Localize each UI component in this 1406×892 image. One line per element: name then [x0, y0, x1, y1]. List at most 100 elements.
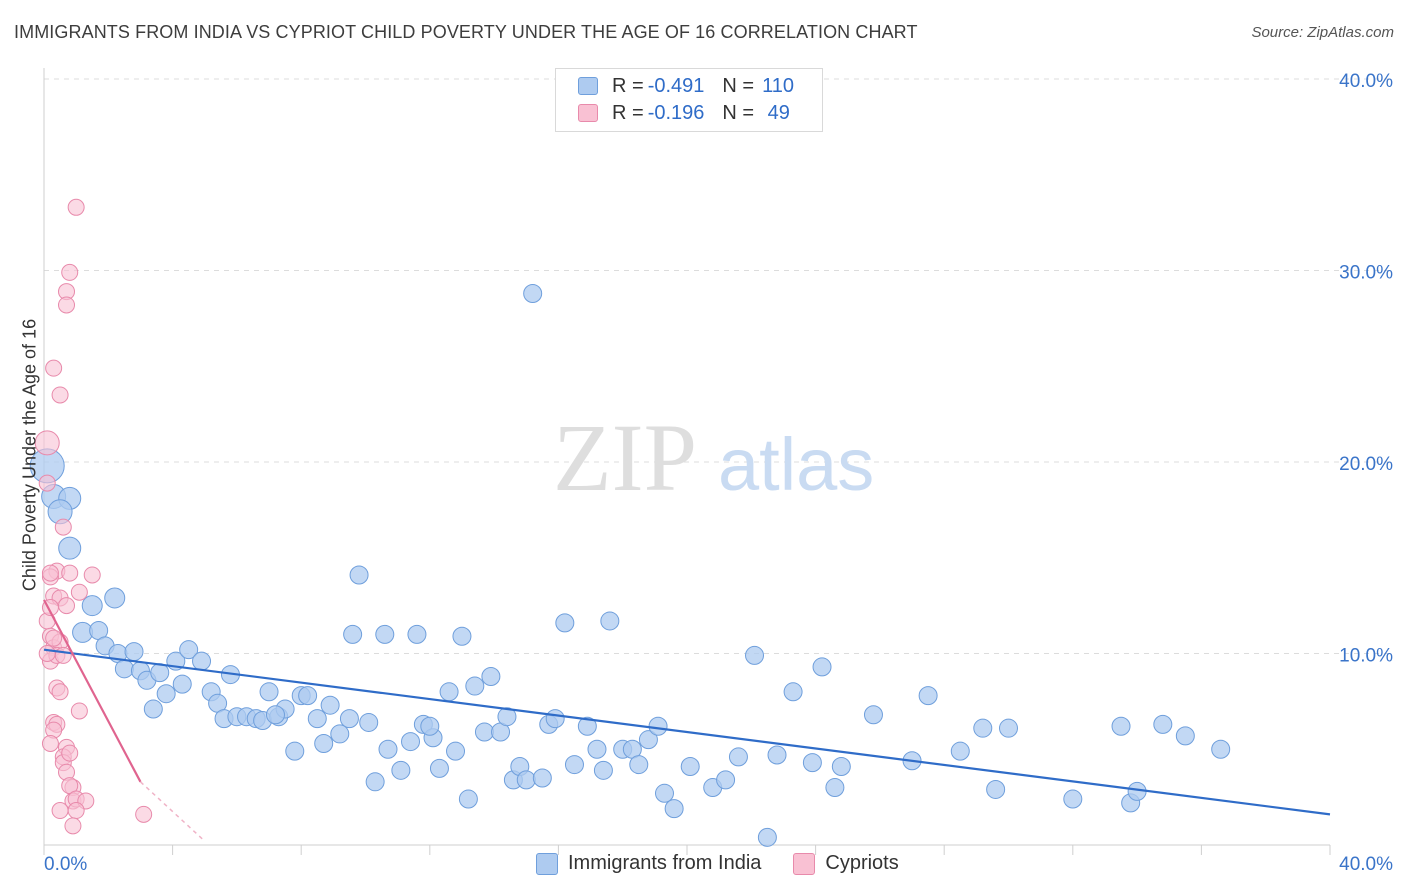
india-point: [349, 565, 369, 585]
legend-label-cyprus: Cypriots: [825, 852, 899, 874]
cyprus-point: [34, 430, 60, 456]
cyprus-point: [135, 805, 153, 823]
india-point: [767, 745, 787, 765]
india-point: [680, 756, 700, 776]
india-point: [391, 760, 411, 780]
cyprus-point: [61, 263, 79, 281]
india-point: [593, 760, 613, 780]
cyprus-point: [45, 359, 63, 377]
india-point: [465, 676, 485, 696]
india-point: [516, 770, 536, 790]
india-point: [825, 778, 845, 798]
cyprus-point: [58, 296, 76, 314]
cyprus-point: [51, 386, 69, 404]
cyprus-trend-line: [43, 599, 142, 783]
india-point: [863, 705, 883, 725]
india-point: [629, 755, 649, 775]
india-point: [812, 657, 832, 677]
india-point: [831, 756, 851, 776]
cyprus-point: [67, 198, 85, 216]
watermark: ZIP atlas: [553, 404, 874, 511]
legend-n-label: N =: [722, 74, 755, 97]
india-point: [330, 724, 350, 744]
india-point: [307, 709, 327, 729]
cyprus-point: [54, 646, 72, 664]
india-point: [728, 747, 748, 767]
india-point: [452, 626, 472, 646]
legend-r-value: -0.196: [647, 101, 705, 124]
india-point: [950, 741, 970, 761]
india-point: [1153, 714, 1173, 734]
india-point: [564, 755, 584, 775]
tick-labels: 10.0% 20.0% 30.0% 40.0% 0.0% 40.0%: [44, 71, 1393, 875]
cyprus-point: [64, 817, 82, 835]
india-point: [298, 686, 318, 706]
india-point: [986, 779, 1006, 799]
india-point: [359, 712, 379, 732]
india-point: [638, 730, 658, 750]
india-point: [1111, 716, 1131, 736]
legend-label-india: Immigrants from India: [568, 852, 762, 874]
legend-row-cyprus: R = -0.196 N = 49: [578, 101, 790, 125]
india-point: [716, 770, 736, 790]
x-tick-label-min: 0.0%: [44, 854, 87, 875]
legend-r-value: -0.491: [647, 74, 705, 97]
india-point: [1211, 739, 1231, 759]
cyprus-point: [45, 629, 63, 647]
cyprus-point: [58, 597, 76, 615]
india-point: [600, 611, 620, 631]
india-point: [532, 768, 552, 788]
india-point: [1063, 789, 1083, 809]
cyprus-point: [70, 702, 88, 720]
legend-r-label: R =: [612, 74, 644, 97]
india-point: [58, 536, 82, 560]
x-tick-label-max: 40.0%: [1339, 854, 1393, 875]
legend-item-india: Immigrants from India: [536, 852, 761, 875]
trend-lines: [43, 599, 1331, 842]
india-point: [265, 705, 285, 725]
india-point: [648, 716, 668, 736]
source-label: Source: ZipAtlas.com: [1251, 24, 1394, 41]
watermark-atlas: atlas: [718, 423, 874, 506]
legend-row-india: R = -0.491 N = 110: [578, 74, 794, 98]
cyprus-points: [34, 198, 153, 835]
y-tick-label: 20.0%: [1339, 454, 1393, 475]
cyprus-point: [83, 566, 101, 584]
india-point: [143, 699, 163, 719]
india-point: [104, 587, 126, 609]
india-point: [172, 674, 192, 694]
cyprus-point: [41, 564, 59, 582]
cyprus-point: [61, 744, 79, 762]
india-point: [481, 666, 501, 686]
legend-r-label: R =: [612, 101, 644, 124]
india-point: [545, 709, 565, 729]
gridlines: [44, 78, 1390, 654]
watermark-zip: ZIP: [553, 404, 697, 511]
india-point: [745, 645, 765, 665]
india-point: [114, 659, 134, 679]
india-point: [555, 613, 575, 633]
legend-n-value: 110: [762, 74, 794, 97]
india-point: [343, 624, 363, 644]
india-point: [446, 741, 466, 761]
india-point: [320, 695, 340, 715]
india-point: [918, 686, 938, 706]
india-point: [783, 682, 803, 702]
india-point: [314, 734, 334, 754]
cyprus-point: [38, 645, 56, 662]
india-point: [81, 595, 103, 617]
india-point: [664, 799, 684, 819]
india-point: [1175, 726, 1195, 746]
india-points: [29, 283, 1231, 847]
correlation-legend: R = -0.491 N = 110 R = -0.196 N = 49: [555, 68, 823, 132]
legend-swatch-india: [578, 77, 598, 95]
cyprus-point: [67, 802, 85, 820]
india-point: [378, 739, 398, 759]
india-point: [179, 640, 199, 660]
y-tick-label: 30.0%: [1339, 263, 1393, 284]
india-point: [365, 772, 385, 792]
india-point: [259, 682, 279, 702]
india-trend-line: [43, 648, 1331, 816]
cyprus-point: [38, 474, 56, 492]
